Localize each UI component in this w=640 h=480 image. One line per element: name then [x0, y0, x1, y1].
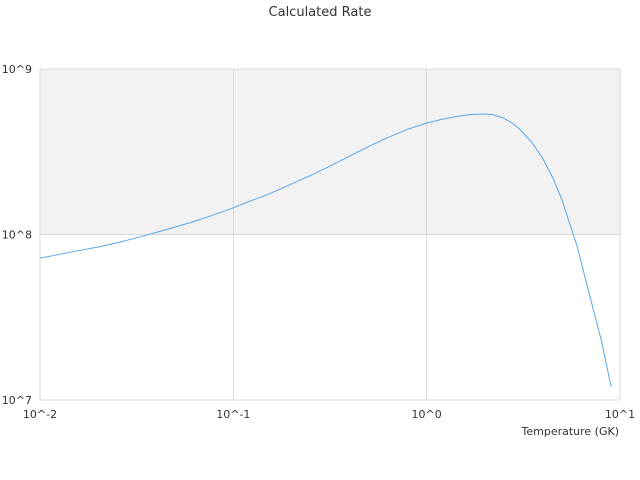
band-layer	[40, 69, 620, 235]
series-layer	[39, 113, 612, 388]
y-tick-label: 10^7	[2, 394, 32, 407]
y-tick-label: 10^8	[2, 229, 32, 242]
x-tick-label: 10^1	[605, 408, 635, 421]
shaded-band	[40, 69, 620, 235]
x-tick-label: 10^0	[412, 408, 442, 421]
series-line	[39, 113, 612, 388]
x-tick-label: 10^-2	[23, 408, 57, 421]
grid-layer	[39, 68, 621, 401]
x-axis-label: Temperature (GK)	[521, 425, 620, 438]
y-tick-label: 10^9	[2, 63, 32, 76]
tick-label-layer: 10^-2 10^-1 10^0 10^1 10^7 10^8 10^9	[2, 63, 635, 421]
chart-title: Calculated Rate	[269, 5, 372, 20]
x-tick-label: 10^-1	[216, 408, 250, 421]
